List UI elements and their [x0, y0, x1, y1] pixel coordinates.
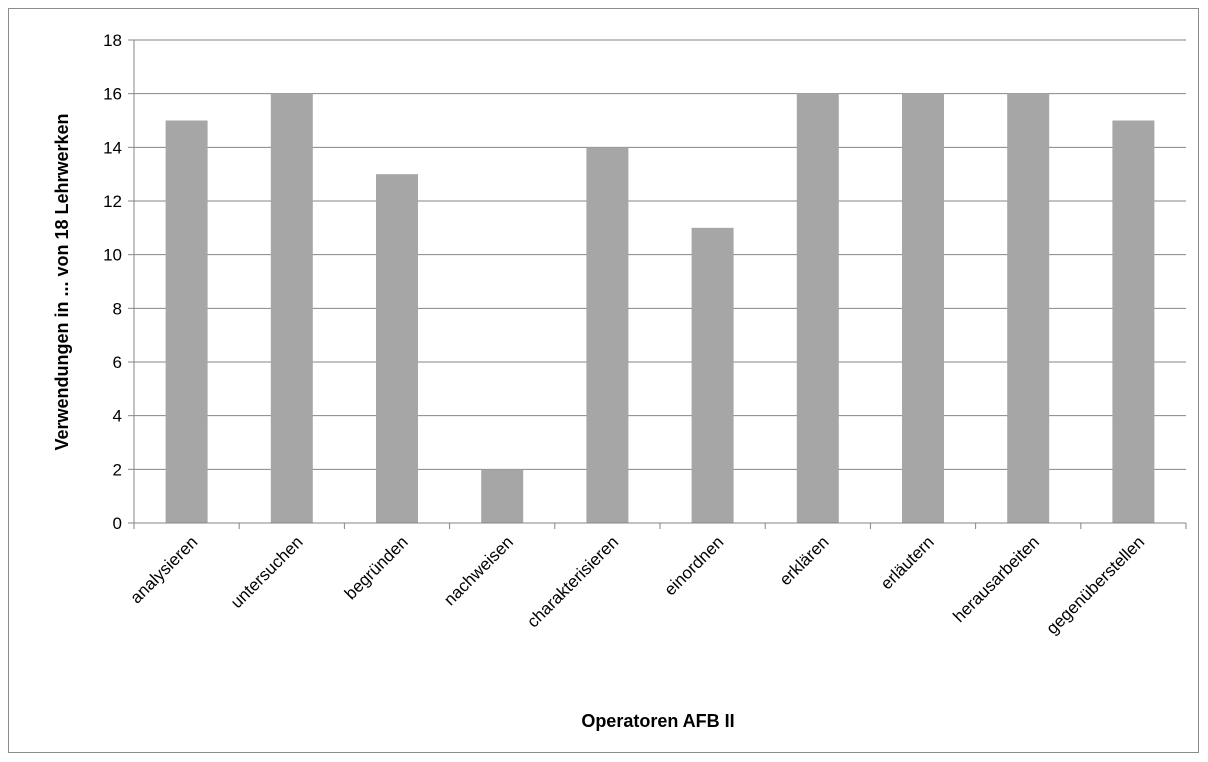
- bar-begründen: [376, 174, 418, 523]
- x-tick-label: analysieren: [127, 532, 202, 607]
- x-tick-label: einordnen: [661, 532, 728, 599]
- bar-herausarbeiten: [1007, 93, 1050, 524]
- bar-erläutern: [902, 93, 944, 524]
- x-tick-labels: analysieren untersuchen begründen nachweise…: [127, 532, 1149, 638]
- y-axis-title: Verwendungen in ... von 18 Lehrwerken: [52, 113, 72, 450]
- y-tick-label: 16: [103, 85, 122, 104]
- y-tick-labels: 0 2 4 6 8 10 12 14 16 18: [103, 31, 122, 533]
- y-tick-label: 12: [103, 192, 122, 211]
- bar-erklären: [796, 93, 839, 524]
- y-tick-label: 10: [103, 246, 122, 265]
- bar-analysieren: [165, 120, 208, 523]
- x-tick-label: charakterisieren: [523, 532, 622, 631]
- y-tick-label: 18: [103, 31, 122, 50]
- y-tick-label: 2: [113, 460, 122, 479]
- y-tick-label: 0: [113, 514, 122, 533]
- y-tick-label: 8: [113, 299, 122, 318]
- x-tick-label: erläutern: [877, 532, 938, 593]
- bars: [165, 93, 1155, 524]
- x-tick-label: erklären: [776, 532, 833, 589]
- x-tick-label: untersuchen: [227, 532, 307, 612]
- bar-gegenüberstellen: [1112, 120, 1155, 523]
- y-tick-label: 14: [103, 138, 122, 157]
- y-tick-label: 6: [113, 353, 122, 372]
- bar-untersuchen: [270, 93, 313, 524]
- x-tick-label: gegenüberstellen: [1043, 532, 1149, 638]
- y-tick-label: 4: [113, 407, 122, 426]
- x-tick-label: begründen: [341, 532, 412, 603]
- axes: [128, 39, 1187, 529]
- x-tick-label: herausarbeiten: [949, 532, 1043, 626]
- bar-nachweisen: [481, 469, 524, 523]
- x-axis-title: Operatoren AFB II: [581, 711, 734, 731]
- bar-charakterisieren: [586, 147, 629, 524]
- bar-einordnen: [691, 227, 734, 524]
- x-tick-label: nachweisen: [440, 532, 517, 609]
